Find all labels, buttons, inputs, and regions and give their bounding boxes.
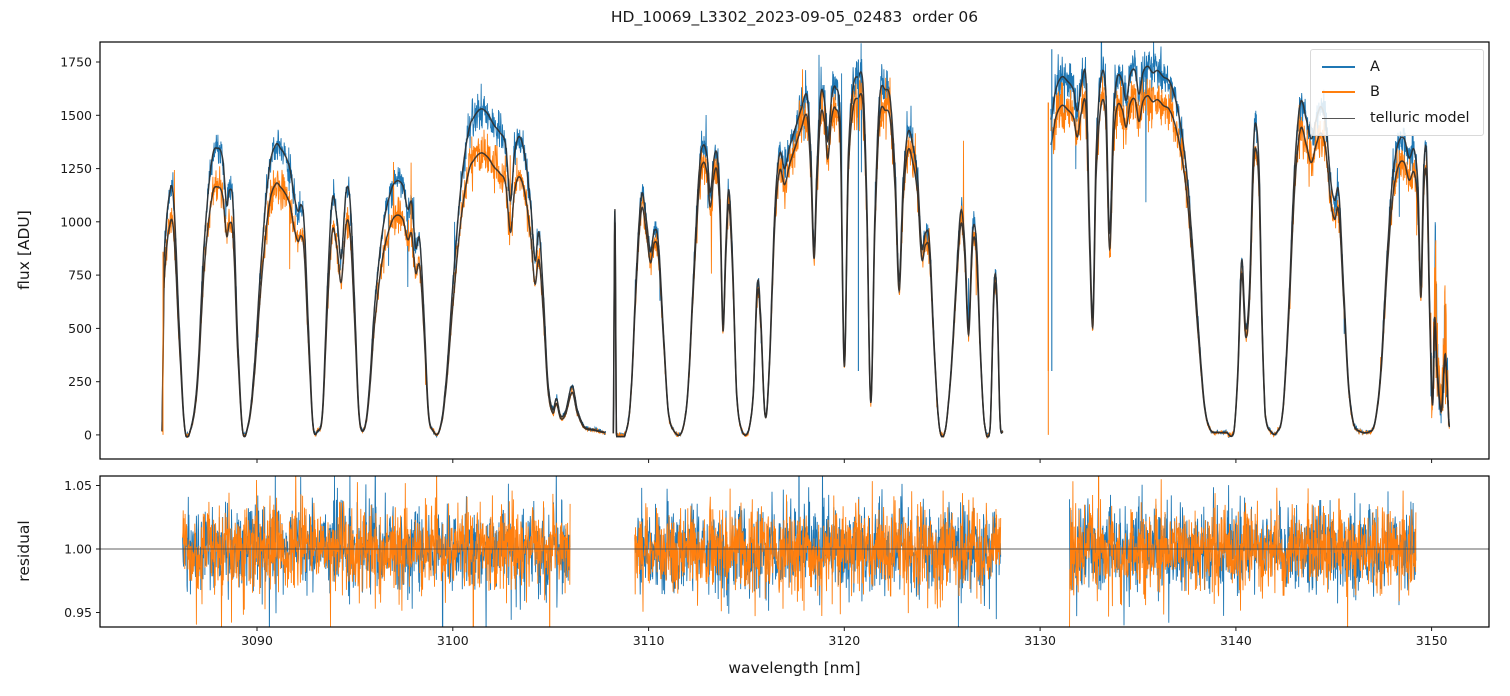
residual-b-line (1069, 476, 1417, 627)
legend-entry-b: B (1311, 80, 1483, 105)
y-tick-label-residual: 1.00 (64, 542, 92, 557)
residual-panel-data (100, 476, 1489, 627)
y-tick-label-flux: 500 (68, 321, 92, 336)
tick-marks (96, 61, 1433, 631)
telluric-model-line-b (1050, 95, 1451, 438)
y-tick-label-flux: 750 (68, 268, 92, 283)
y-tick-label-residual: 0.95 (64, 605, 92, 620)
y-axis-label-residual: residual (15, 520, 33, 582)
y-axis-label-flux: flux [ADU] (15, 210, 33, 290)
residual-b-line (634, 481, 1002, 617)
x-tick-label: 3120 (828, 633, 860, 648)
x-tick-label: 3130 (1024, 633, 1056, 648)
legend-entry-telluric-model: telluric model (1311, 106, 1483, 131)
residual-b-line (182, 476, 571, 627)
legend-line-sample-telluric-model (1322, 117, 1355, 119)
telluric-model-line-b (612, 92, 1004, 438)
x-tick-label: 3150 (1416, 633, 1448, 648)
x-tick-label: 3100 (437, 633, 469, 648)
x-tick-label: 3110 (633, 633, 665, 648)
y-tick-label-flux: 250 (68, 374, 92, 389)
x-axis-label: wavelength [nm] (728, 659, 861, 677)
flux-axes-frame (99, 41, 1490, 460)
legend-line-sample-a (1322, 65, 1355, 68)
legend-entry-a: A (1311, 54, 1483, 79)
legend-line-sample-b (1322, 91, 1355, 94)
x-tick-label: 3140 (1220, 633, 1252, 648)
legend-label-a: A (1370, 58, 1380, 75)
flux-panel-data (161, 42, 1451, 440)
y-tick-label-residual: 1.05 (64, 478, 92, 493)
y-tick-label-flux: 0 (84, 427, 92, 442)
residual-axes-frame (99, 475, 1490, 628)
legend-label-b: B (1370, 84, 1380, 101)
telluric-model-line-b (161, 152, 606, 438)
y-tick-label-flux: 1500 (60, 108, 92, 123)
tick-labels: 3090 3100 3110 3120 3130 3140 3150 0 250 500 750 10… (60, 55, 1447, 649)
legend: A B telluric model (1310, 49, 1484, 136)
legend-label-telluric-model: telluric model (1370, 110, 1470, 127)
y-tick-label-flux: 1000 (60, 214, 92, 229)
series-b-line (161, 129, 606, 438)
plot-title: HD_10069_L3302_2023-09-05_02483 order 06 (610, 8, 979, 26)
y-tick-label-flux: 1750 (60, 55, 92, 70)
y-tick-label-flux: 1250 (60, 161, 92, 176)
x-tick-label: 3090 (241, 633, 273, 648)
